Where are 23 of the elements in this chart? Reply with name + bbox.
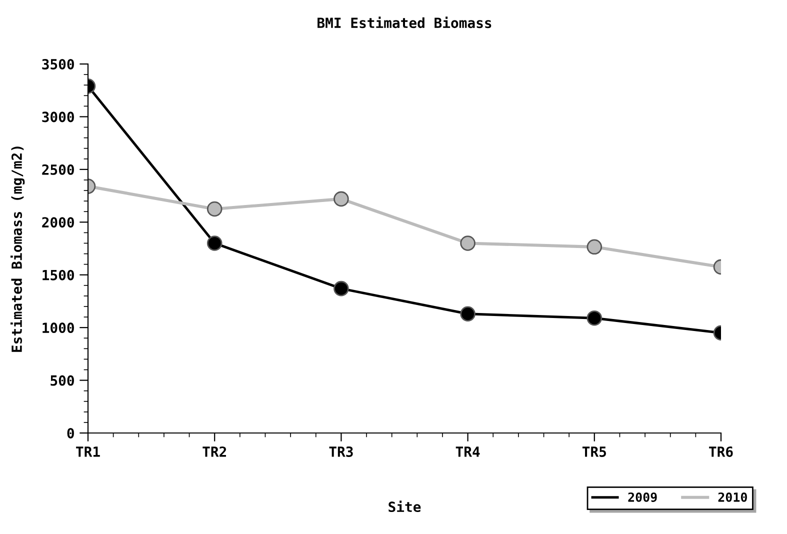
y-tick-label: 1000	[42, 322, 74, 334]
x-tick-label: TR2	[202, 446, 226, 457]
y-axis-title: Estimated Biomass (mg/m2)	[10, 146, 25, 352]
x-tick-label: TR1	[76, 446, 100, 457]
point	[460, 236, 476, 251]
y-tick-label: 2500	[42, 164, 74, 175]
x-axis-title: Site	[388, 500, 421, 512]
x-tick-label: TR4	[456, 446, 480, 457]
chart-title: BMI Estimated Biomass	[318, 16, 492, 28]
x-tick-label: TR6	[709, 446, 733, 457]
point	[460, 306, 476, 322]
y-tick-label: 2000	[42, 217, 74, 228]
point	[334, 280, 349, 296]
y-tick-label: 3000	[42, 112, 74, 122]
y-tick-label: 0	[67, 428, 74, 438]
x-tick-label: TR3	[329, 446, 353, 457]
x-tick-label: TR5	[582, 446, 606, 457]
y-tick-label: 500	[50, 375, 74, 386]
y-tick-label: 3500	[42, 58, 74, 70]
point	[334, 191, 349, 207]
legend-label: 2010	[718, 492, 747, 502]
y-tick-label: 1500	[42, 270, 74, 280]
legend-label: 2009	[628, 492, 657, 502]
